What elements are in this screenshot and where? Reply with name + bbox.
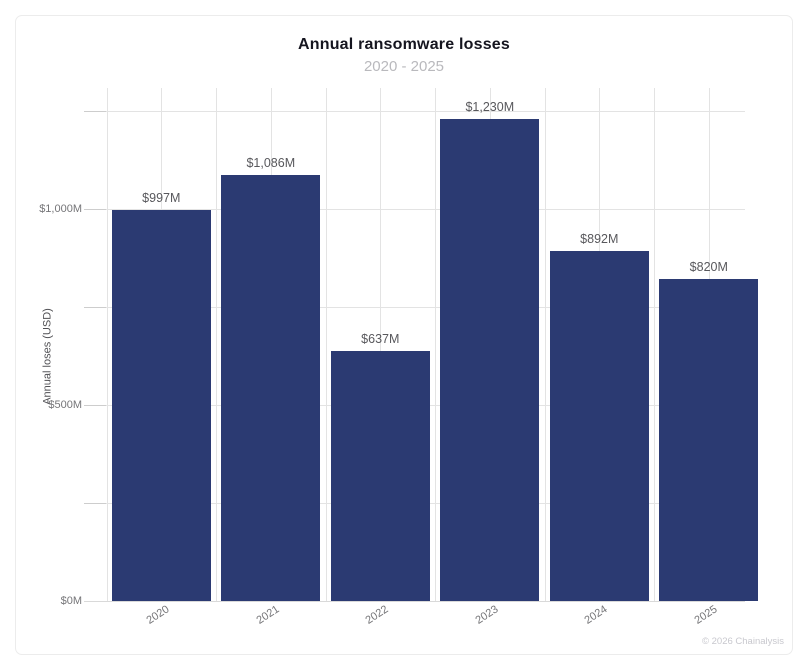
bar-2022 bbox=[330, 351, 430, 601]
horizontal-gridline bbox=[88, 208, 745, 210]
vertical-gridline bbox=[544, 88, 546, 601]
vertical-gridline bbox=[380, 88, 382, 601]
plot-area bbox=[88, 88, 759, 601]
vertical-gridline bbox=[325, 88, 327, 601]
vertical-gridline bbox=[216, 88, 217, 601]
vertical-gridline bbox=[654, 88, 655, 601]
bar-2023 bbox=[440, 118, 540, 601]
bar-2025 bbox=[659, 279, 759, 601]
vertical-gridline bbox=[106, 88, 108, 601]
chart-title: Annual ransomware losses bbox=[298, 36, 510, 53]
horizontal-gridline bbox=[88, 306, 745, 308]
horizontal-gridline bbox=[88, 110, 745, 112]
bar-2024 bbox=[549, 251, 649, 601]
vertical-gridline bbox=[435, 88, 436, 601]
bar-2021 bbox=[221, 175, 321, 601]
y-axis-title: Annual loses (USD) bbox=[41, 308, 54, 405]
chart-subtitle: 2020 - 2025 bbox=[363, 58, 445, 75]
copyright-credit: © 2026 Chainalysis bbox=[702, 636, 784, 647]
bar-2020 bbox=[111, 210, 211, 601]
